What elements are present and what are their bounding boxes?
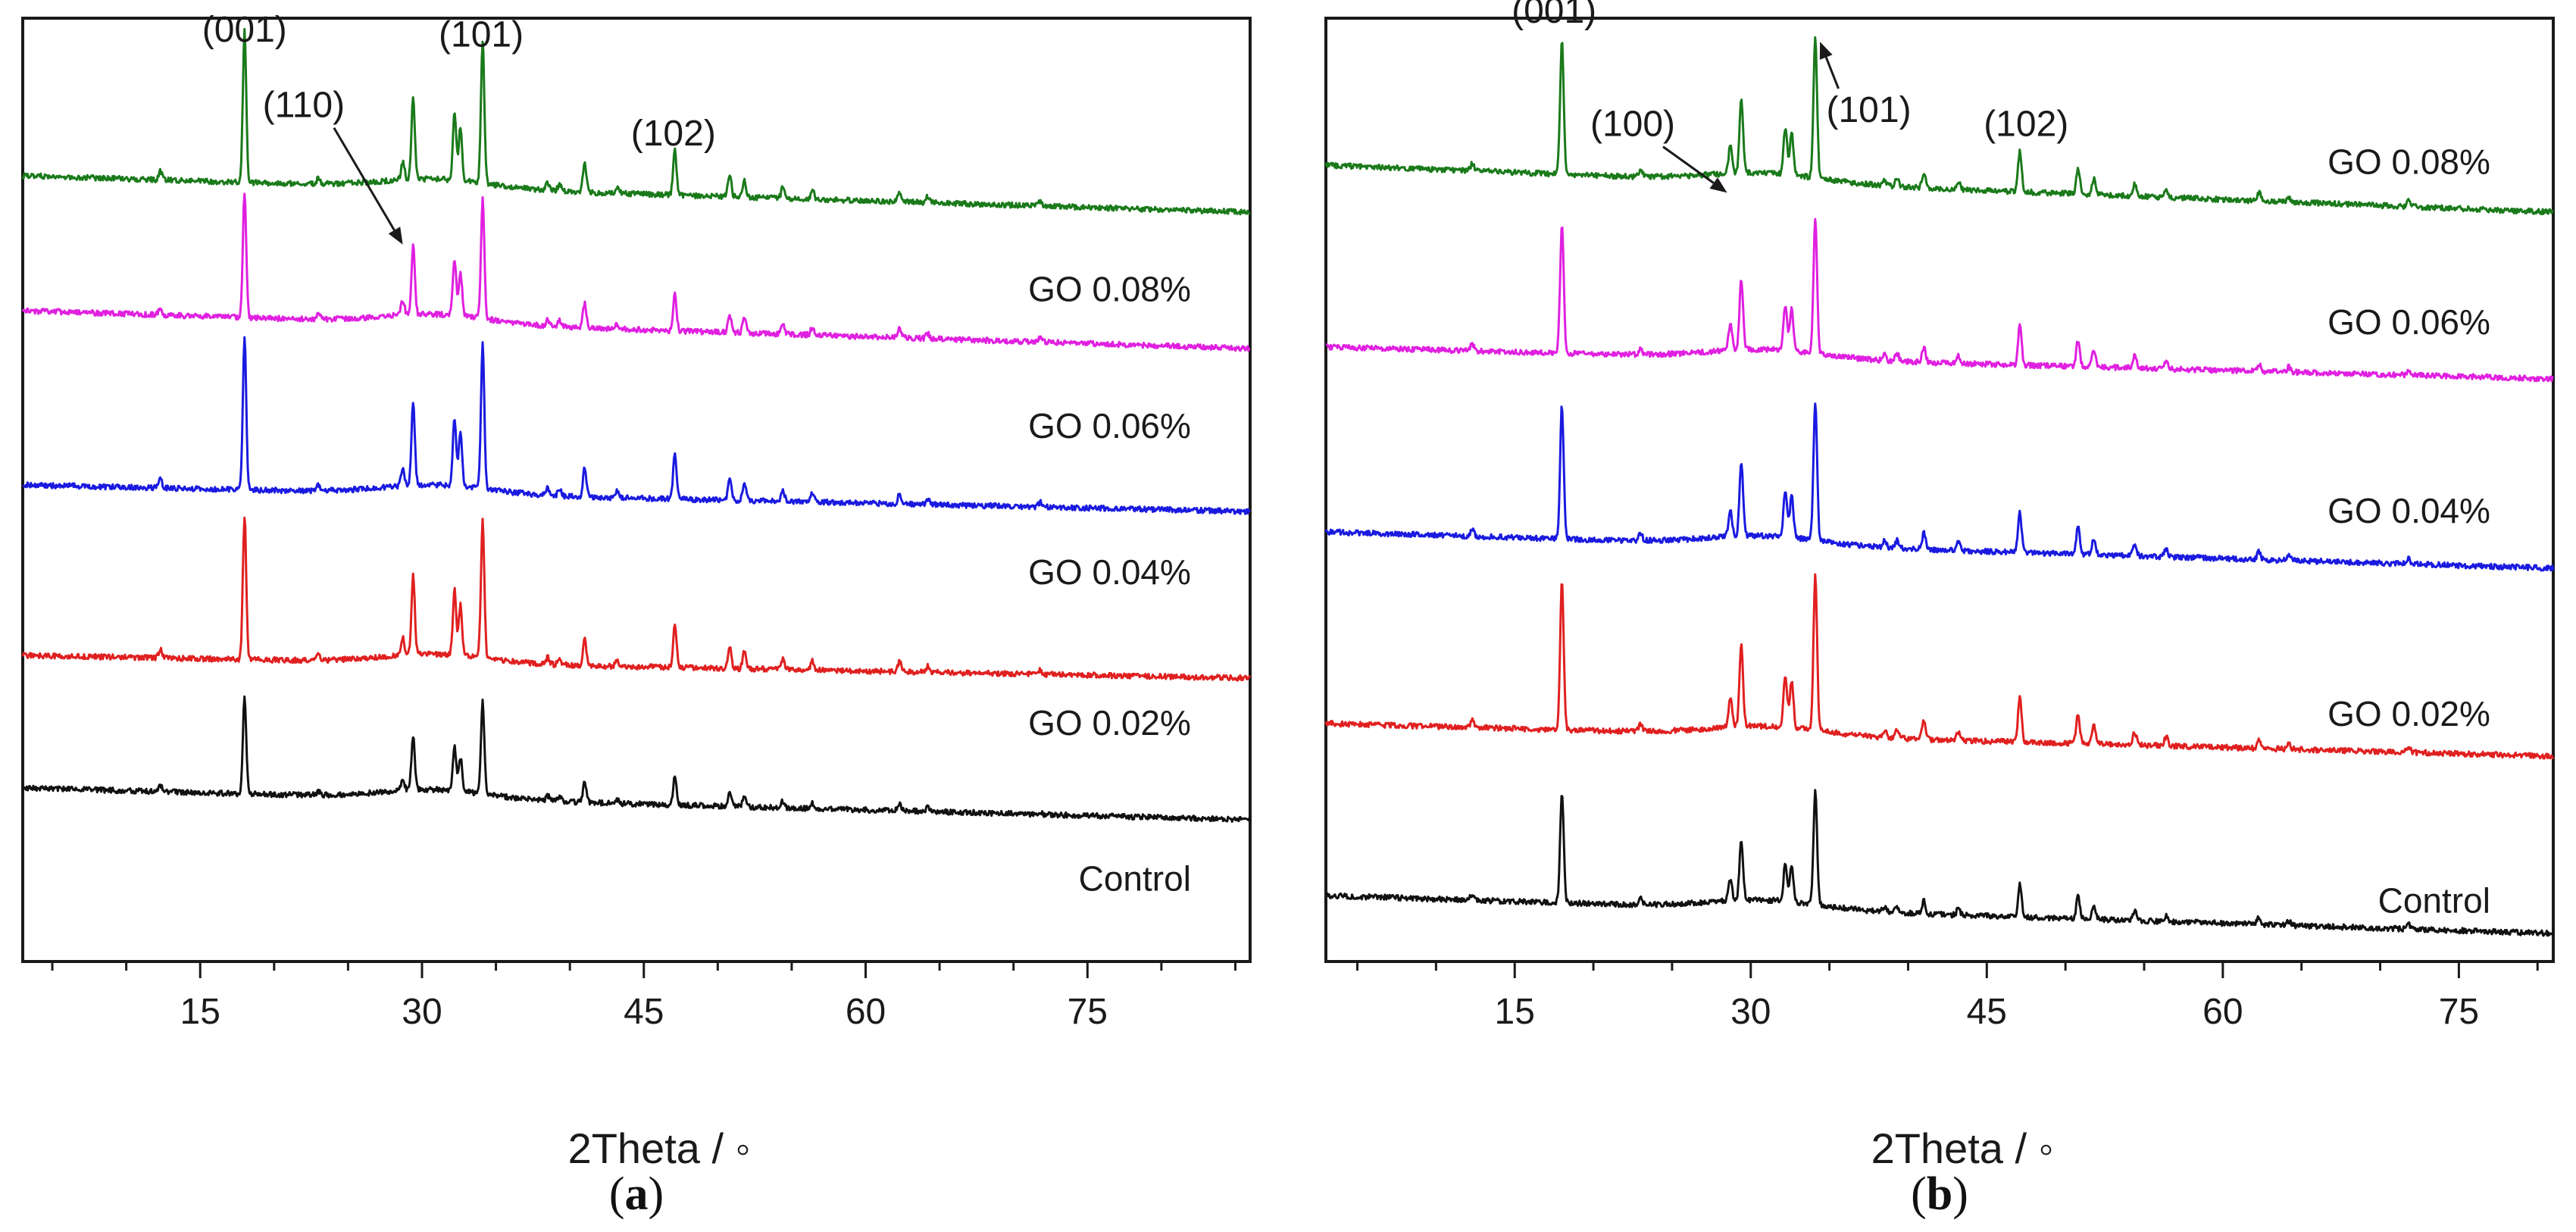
series-label: GO 0.04%: [2327, 491, 2490, 530]
series-label: GO 0.02%: [2327, 694, 2490, 733]
peak-label-100: (100): [1590, 105, 1675, 145]
tick-label-30: 30: [1730, 992, 1771, 1032]
series-labels-a: GO 0.08% GO 0.06% GO 0.04% GO 0.02% Control: [1028, 270, 1191, 899]
annotation-arrow-head: [1709, 177, 1727, 193]
series-label: GO 0.06%: [2327, 302, 2490, 342]
trace-go-0-08-: [21, 27, 1251, 216]
peak-annotations-b: (001) (100) (101) (102): [1512, 0, 2068, 193]
tick-label-30: 30: [402, 992, 442, 1032]
annotation-arrow-line: [1824, 57, 1840, 89]
trace-go-0-04-: [1324, 402, 2555, 572]
tick-label-15: 15: [180, 992, 220, 1032]
annotation-arrow-head: [388, 227, 403, 245]
peak-label-110: (110): [263, 86, 345, 126]
panel-label-a: (a): [609, 1168, 664, 1220]
peak-label-001: (001): [1512, 0, 1596, 31]
xrd-traces-a: [21, 27, 1252, 823]
peak-label-102: (102): [631, 114, 716, 154]
plot-frame-b: [1324, 17, 2555, 963]
peak-label-101: (101): [1827, 90, 1912, 130]
trace-go-0-08-: [1324, 36, 2555, 216]
chart-panel-a: 15 30 45 60 75 GO 0.08%GO 0.06%GO 0.04%GO 0.…: [21, 10, 1252, 1220]
plot-frame-a: [21, 17, 1252, 963]
panel-label-b: (b): [1911, 1168, 1968, 1220]
tick-label-45: 45: [1967, 992, 2007, 1032]
chart-panel-b: 15 30 45 60 75 GO 0.08%GO 0.06%GO 0.04%GO 0.…: [1324, 0, 2555, 1220]
peak-label-102: (102): [1984, 105, 2068, 145]
annotation-arrow-line: [1662, 145, 1715, 184]
x-axis-title-a: 2Theta / ◦: [568, 1124, 751, 1172]
series-label: GO 0.08%: [1028, 270, 1191, 309]
trace-go-0-02-: [21, 516, 1252, 682]
trace-go-0-04-: [22, 336, 1251, 515]
trace-go-0-06-: [21, 192, 1251, 352]
xrd-traces-b: [1324, 36, 2555, 937]
series-label: GO 0.02%: [1028, 703, 1191, 743]
trace-control: [1325, 789, 2555, 937]
series-labels-b: GO 0.08% GO 0.06% GO 0.04% GO 0.02% Control: [2327, 142, 2490, 920]
series-label: GO 0.06%: [1028, 406, 1191, 446]
series-label: Control: [2378, 880, 2490, 920]
annotation-arrow-line: [333, 127, 395, 231]
peak-annotations-a: (001) (110) (101) (102): [202, 10, 716, 245]
series-label: GO 0.08%: [2327, 142, 2490, 181]
tick-label-60: 60: [846, 992, 886, 1032]
tick-label-75: 75: [2439, 992, 2479, 1032]
x-axis-ticks-a: 15 30 45 60 75: [51, 962, 1236, 1032]
annotation-arrow-head: [1819, 42, 1833, 60]
series-label: GO 0.04%: [1028, 552, 1191, 592]
trace-go-0-06-: [1325, 217, 2554, 383]
tick-label-15: 15: [1495, 992, 1535, 1032]
tick-label-45: 45: [624, 992, 664, 1032]
panel-letter-b: b: [1927, 1168, 1952, 1220]
x-axis-ticks-b: 15 30 45 60 75: [1356, 962, 2539, 1032]
tick-label-60: 60: [2202, 992, 2243, 1032]
peak-label-001: (001): [202, 10, 287, 50]
series-label: Control: [1079, 859, 1191, 899]
panel-letter-a: a: [625, 1168, 649, 1220]
trace-go-0-02-: [1324, 573, 2555, 760]
x-axis-title-b: 2Theta / ◦: [1871, 1124, 2054, 1172]
peak-label-101: (101): [439, 14, 524, 55]
tick-label-75: 75: [1068, 992, 1108, 1032]
trace-control: [21, 695, 1252, 823]
